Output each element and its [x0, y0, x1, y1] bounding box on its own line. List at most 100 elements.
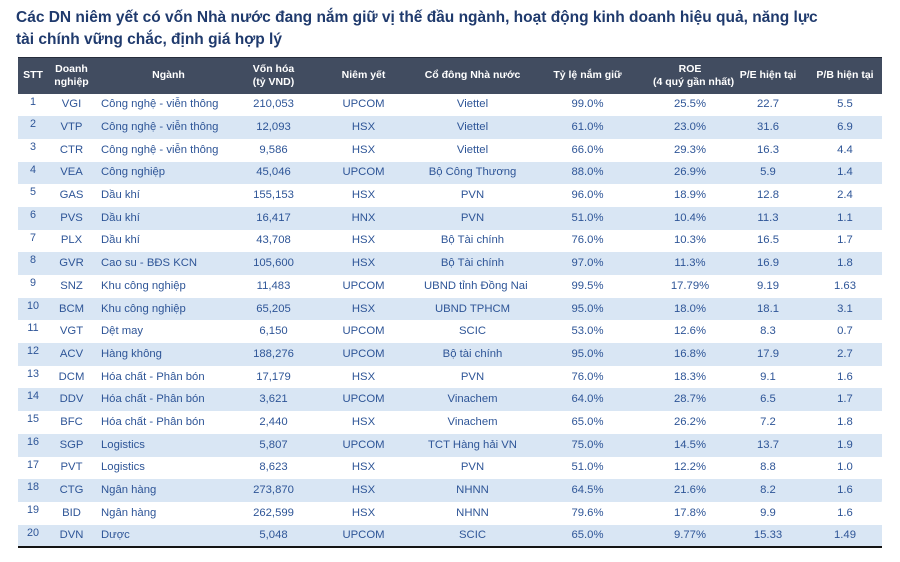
cell-stt: 1 [29, 95, 36, 108]
cell-shareholder: Viettel [456, 143, 489, 156]
cell-ownership: 53.0% [571, 325, 604, 338]
cell-industry: Công nghệ - viễn thông [101, 121, 219, 134]
cell-roe: 16.8% [673, 347, 707, 360]
cell-ticker: VTP [60, 121, 83, 134]
cell-market_cap: 262,599 [253, 506, 294, 519]
table-row: 7 PLX Dầu khí 43,708 HSX Bộ Tài chính 76.0% 10.… [18, 229, 882, 253]
cell-market_cap: 9,586 [259, 143, 288, 156]
cell-exchange: UPCOM [342, 279, 385, 292]
cell-ticker: PVT [60, 461, 83, 474]
cell-shareholder: NHNN [456, 484, 489, 497]
table-row: 12 ACV Hàng không 188,276 UPCOM Bộ tài chính 9… [18, 343, 882, 366]
cell-exchange: UPCOM [342, 528, 385, 541]
table-row: 5 GAS Dầu khí 155,153 HSX PVN 96.0% 18.9% 12.8 2.… [18, 184, 882, 207]
cell-ownership: 79.6% [571, 506, 604, 519]
cell-pb: 1.0 [837, 461, 853, 474]
cell-pb: 1.8 [837, 257, 853, 270]
table-row: 9 SNZ Khu công nghiệp 11,483 UPCOM UBND tỉnh … [18, 275, 882, 298]
cell-industry: Hóa chất - Phân bón [101, 393, 205, 406]
cell-market_cap: 5,048 [259, 528, 288, 541]
cell-shareholder: Vinachem [447, 393, 498, 406]
table-row: 18 CTG Ngân hàng 273,870 HSX NHNN 64.5% 21.6% 8.… [18, 479, 882, 502]
page-title: Các DN niêm yết có vốn Nhà nước đang nắm… [16, 7, 892, 51]
cell-ownership: 51.0% [571, 211, 604, 224]
cell-ownership: 75.0% [571, 438, 604, 451]
column-header-stt: STT [18, 57, 48, 94]
cell-ticker: ACV [59, 347, 84, 360]
column-header-industry: Ngành [95, 57, 242, 94]
cell-pb: 1.6 [837, 370, 853, 383]
column-header-pb: P/B hiện tại [808, 57, 882, 94]
cell-pb: 1.63 [834, 279, 856, 292]
cell-pb: 2.7 [837, 347, 853, 360]
cell-pe: 31.6 [757, 121, 779, 134]
cell-exchange: UPCOM [342, 166, 385, 179]
cell-industry: Logistics [101, 461, 145, 474]
cell-market_cap: 3,621 [259, 393, 288, 406]
cell-pe: 8.3 [760, 325, 776, 338]
table-row: 1 VGI Công nghệ - viễn thông 210,053 UPCOM Vi… [18, 93, 882, 117]
cell-ownership: 95.0% [571, 347, 604, 360]
cell-exchange: HSX [351, 506, 376, 519]
cell-industry: Khu công nghiệp [101, 302, 186, 315]
cell-ownership: 96.0% [571, 189, 604, 202]
table-row: 4 VEA Công nghiệp 45,046 UPCOM Bộ Công Thương… [18, 161, 882, 185]
cell-market_cap: 105,600 [253, 257, 294, 270]
cell-roe: 17.79% [670, 279, 710, 292]
cell-ownership: 95.0% [571, 302, 604, 315]
table-row: 17 PVT Logistics 8,623 HSX PVN 51.0% 12.2% 8.8 1.… [18, 456, 882, 480]
cell-pb: 1.4 [837, 166, 853, 179]
cell-stt: 14 [26, 390, 39, 403]
cell-ticker: GAS [59, 189, 84, 202]
cell-ownership: 61.0% [571, 121, 604, 134]
cell-market_cap: 5,807 [259, 438, 288, 451]
cell-stt: 7 [29, 231, 36, 244]
cell-ticker: VGI [61, 98, 82, 111]
cell-shareholder: NHNN [456, 506, 489, 519]
cell-pb: 1.9 [837, 438, 853, 451]
cell-stt: 17 [26, 458, 39, 471]
cell-stt: 12 [26, 345, 39, 358]
cell-ownership: 88.0% [571, 166, 604, 179]
cell-ticker: CTR [59, 143, 84, 156]
cell-market_cap: 2,440 [259, 415, 288, 428]
cell-roe: 26.9% [673, 166, 707, 179]
cell-market_cap: 17,179 [256, 370, 291, 383]
cell-pe: 17.9 [757, 347, 779, 360]
cell-roe: 21.6% [673, 484, 707, 497]
cell-market_cap: 6,150 [259, 325, 288, 338]
cell-roe: 29.3% [673, 143, 707, 156]
cell-market_cap: 273,870 [253, 484, 294, 497]
cell-pb: 1.8 [837, 415, 853, 428]
cell-pe: 12.8 [757, 189, 779, 202]
cell-pb: 5.5 [837, 98, 853, 111]
cell-stt: 4 [29, 163, 36, 176]
cell-ownership: 64.0% [571, 393, 604, 406]
cell-stt: 13 [26, 367, 39, 380]
cell-exchange: HSX [351, 302, 376, 315]
decorative-circle-top [886, 428, 900, 482]
cell-market_cap: 43,708 [256, 234, 291, 247]
cell-industry: Dầu khí [101, 211, 140, 224]
table-row: 20 DVN Dược 5,048 UPCOM SCIC 65.0% 9.77% 15.33 1.… [18, 524, 882, 548]
cell-market_cap: 16,417 [256, 211, 291, 224]
cell-pe: 9.1 [760, 370, 776, 383]
cell-market_cap: 65,205 [256, 302, 291, 315]
cell-ticker: BFC [60, 415, 83, 428]
cell-stt: 5 [29, 186, 36, 199]
cell-exchange: HSX [351, 484, 376, 497]
cell-roe: 17.8% [673, 506, 707, 519]
cell-exchange: HSX [351, 461, 376, 474]
cell-exchange: HSX [351, 121, 376, 134]
cell-shareholder: Viettel [456, 121, 489, 134]
cell-roe: 25.5% [673, 98, 707, 111]
cell-exchange: UPCOM [342, 98, 385, 111]
cell-pb: 6.9 [837, 121, 853, 134]
cell-roe: 12.6% [673, 325, 707, 338]
cell-pb: 2.4 [837, 189, 853, 202]
cell-stt: 19 [26, 503, 39, 516]
cell-shareholder: Bộ Tài chính [440, 257, 505, 270]
cell-pe: 16.9 [757, 257, 779, 270]
cell-pb: 1.7 [837, 234, 853, 247]
cell-pe: 9.19 [757, 279, 779, 292]
